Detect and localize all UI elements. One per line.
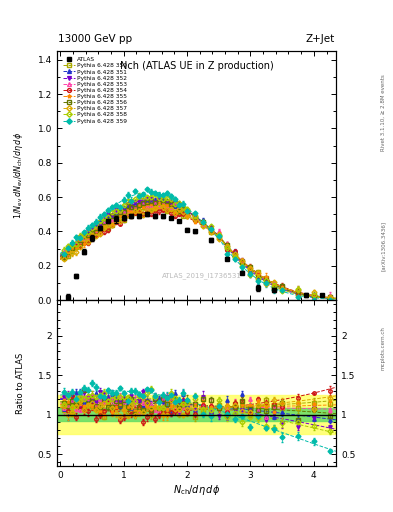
Text: ATLAS_2019_I1736531: ATLAS_2019_I1736531 [162,272,242,279]
Text: 13000 GeV pp: 13000 GeV pp [58,33,132,44]
Y-axis label: Ratio to ATLAS: Ratio to ATLAS [16,352,25,414]
Text: Nch (ATLAS UE in Z production): Nch (ATLAS UE in Z production) [119,61,274,71]
Text: Z+Jet: Z+Jet [306,33,335,44]
Text: mcplots.cern.ch: mcplots.cern.ch [381,326,386,370]
Text: [arXiv:1306.3436]: [arXiv:1306.3436] [381,221,386,271]
Legend: ATLAS, Pythia 6.428 350, Pythia 6.428 351, Pythia 6.428 352, Pythia 6.428 353, P: ATLAS, Pythia 6.428 350, Pythia 6.428 35… [63,57,127,124]
X-axis label: $N_{\rm ch}/d\eta\,d\phi$: $N_{\rm ch}/d\eta\,d\phi$ [173,482,220,497]
Y-axis label: $1/N_{\rm ev}\,dN_{\rm ev}/dN_{\rm ch}/d\eta\,d\phi$: $1/N_{\rm ev}\,dN_{\rm ev}/dN_{\rm ch}/d… [12,132,25,219]
Text: Rivet 3.1.10, ≥ 2.8M events: Rivet 3.1.10, ≥ 2.8M events [381,74,386,151]
